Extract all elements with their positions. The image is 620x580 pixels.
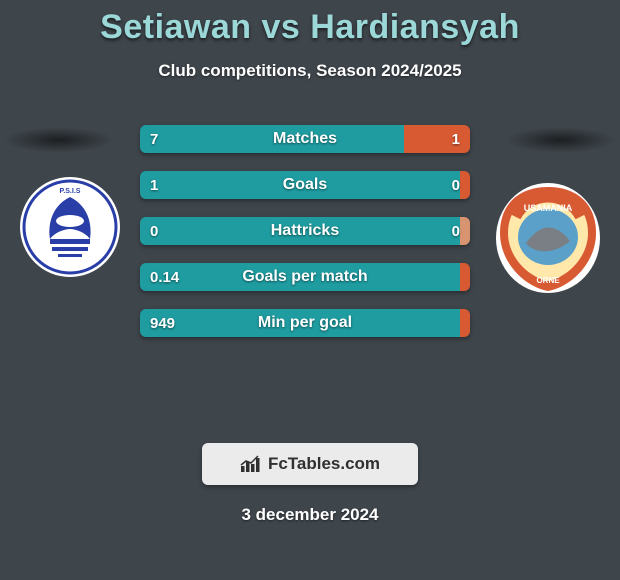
content-area: P.S.I.S USAMANIA ORNE 71Matches10Goals00… xyxy=(0,113,620,433)
chart-icon xyxy=(240,454,262,474)
stat-left-value: 0.14 xyxy=(140,263,460,291)
stat-bar: 0.14Goals per match xyxy=(140,263,470,291)
stat-bar: 71Matches xyxy=(140,125,470,153)
stat-left-value: 1 xyxy=(140,171,460,199)
psis-logo-icon: P.S.I.S xyxy=(20,177,120,277)
date-text: 3 december 2024 xyxy=(0,505,620,525)
shadow-left xyxy=(4,127,114,153)
stat-bar: 10Goals xyxy=(140,171,470,199)
shadow-right xyxy=(506,127,616,153)
attribution-text: FcTables.com xyxy=(268,454,380,474)
page-title: Setiawan vs Hardiansyah xyxy=(0,0,620,47)
svg-text:USAMANIA: USAMANIA xyxy=(524,203,573,213)
stat-left-value: 949 xyxy=(140,309,460,337)
stat-right-value xyxy=(460,263,470,291)
team-logo-left: P.S.I.S xyxy=(20,177,120,277)
svg-text:ORNE: ORNE xyxy=(536,276,560,285)
comparison-infographic: Setiawan vs Hardiansyah Club competition… xyxy=(0,0,620,580)
page-subtitle: Club competitions, Season 2024/2025 xyxy=(0,61,620,81)
stat-right-value xyxy=(460,309,470,337)
stat-right-value: 0 xyxy=(460,217,470,245)
svg-text:P.S.I.S: P.S.I.S xyxy=(60,188,81,195)
stat-right-value: 0 xyxy=(460,171,470,199)
stats-bars: 71Matches 10Goals 00Hattricks 0.14Goals per… xyxy=(140,125,470,355)
stat-bar: 949Min per goal xyxy=(140,309,470,337)
team-logo-right: USAMANIA ORNE xyxy=(496,183,600,293)
stat-left-value: 0 xyxy=(140,217,460,245)
stat-right-value: 1 xyxy=(404,125,470,153)
borneo-logo-icon: USAMANIA ORNE xyxy=(496,183,600,293)
attribution-badge: FcTables.com xyxy=(202,443,418,485)
stat-left-value: 7 xyxy=(140,125,404,153)
stat-bar: 00Hattricks xyxy=(140,217,470,245)
